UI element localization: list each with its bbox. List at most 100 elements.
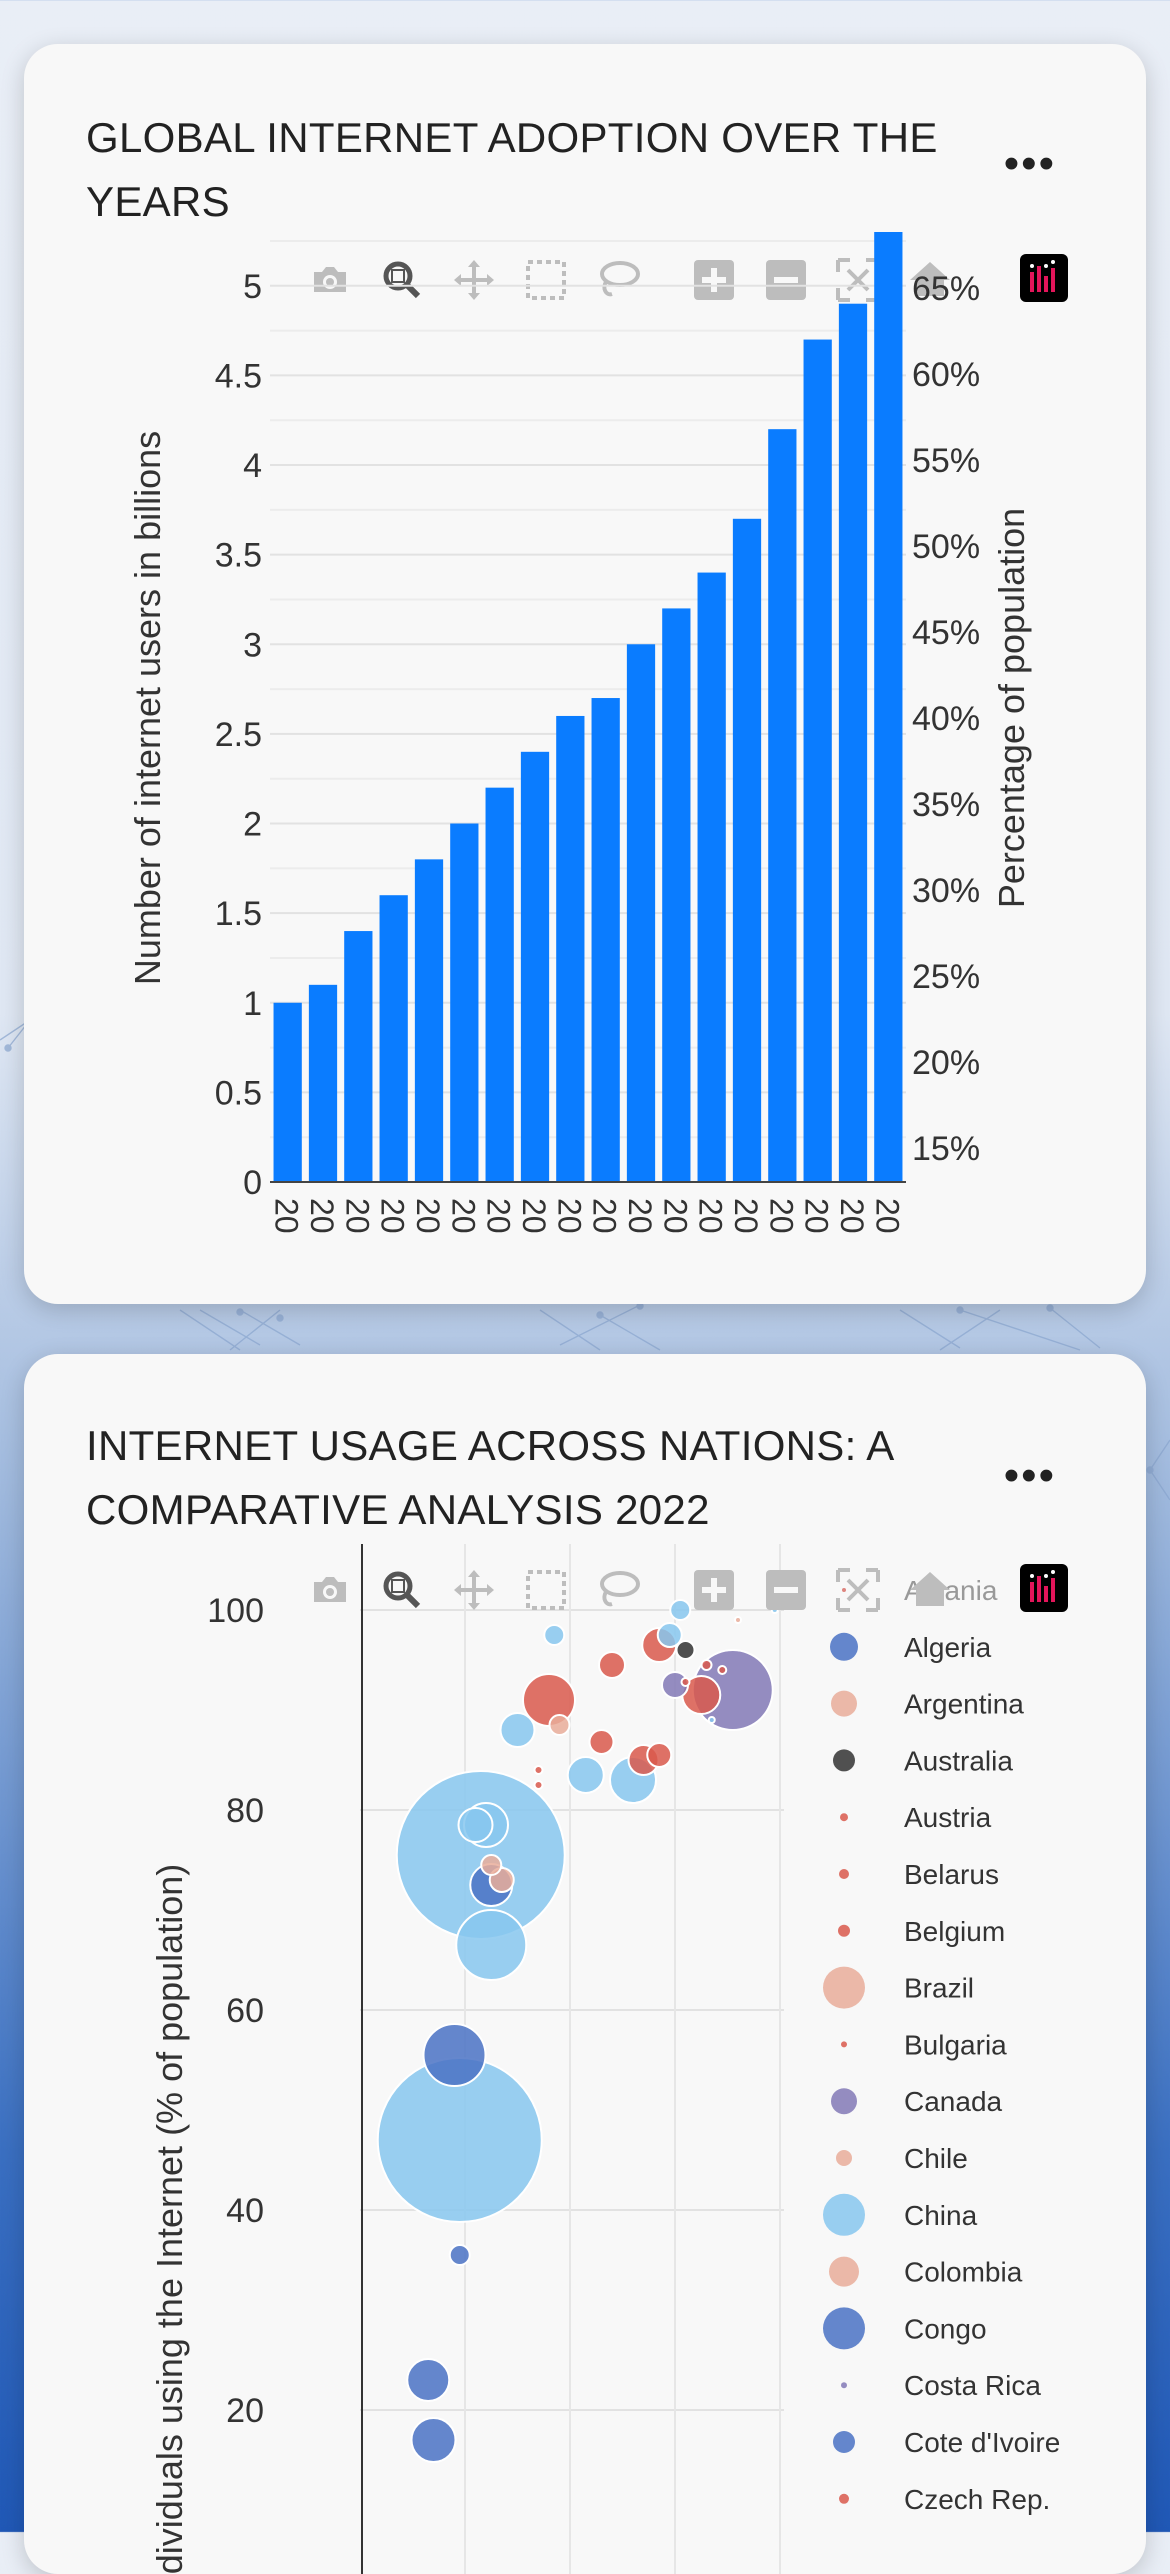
bubble	[700, 1659, 713, 1671]
internet-usage-card: INTERNET USAGE ACROSS NATIONS: A COMPARA…	[24, 1354, 1146, 2574]
legend-label: Congo	[904, 2313, 987, 2344]
legend-marker	[839, 2493, 849, 2504]
zoom-icon[interactable]	[366, 1562, 438, 1618]
y-tick-label: 0.5	[215, 1074, 262, 1112]
x-tick-label: 20	[693, 1198, 729, 1234]
y-tick-label: 5	[243, 268, 262, 306]
x-tick-label: 20	[304, 1198, 340, 1234]
legend-marker	[830, 1632, 858, 1661]
plotly-logo-icon[interactable]	[1020, 254, 1068, 302]
card-title: GLOBAL INTERNET ADOPTION OVER THE YEARS	[86, 114, 938, 225]
legend-label: Colombia	[904, 2257, 1023, 2288]
legend-marker	[841, 2382, 847, 2389]
y2-tick-label: 60%	[912, 356, 980, 394]
x-tick-label: 20	[869, 1198, 905, 1234]
zoom-out-icon[interactable]	[750, 1562, 822, 1618]
legend-label: Brazil	[904, 1973, 974, 2004]
x-tick-label: 20	[763, 1198, 799, 1234]
legend-marker	[838, 1924, 850, 1937]
y2-tick-label: 45%	[912, 614, 980, 652]
y-tick-label: 100	[207, 1592, 264, 1630]
bar	[803, 339, 832, 1182]
pan-icon[interactable]	[438, 1562, 510, 1618]
bar	[273, 1002, 302, 1182]
bubble	[675, 1640, 696, 1660]
internet-usage-chart: 20 40 60 80 100 Individuals using the Interne…	[149, 1544, 1060, 2574]
bubble	[646, 1742, 673, 1768]
y2-tick-label: 50%	[912, 528, 980, 566]
legend-marker	[823, 2193, 865, 2236]
legend-marker	[842, 1588, 846, 1592]
bar	[379, 895, 408, 1182]
autoscale-icon[interactable]	[822, 1562, 894, 1618]
legend-label: Costa Rica	[904, 2370, 1041, 2401]
box-select-icon[interactable]	[510, 252, 582, 308]
zoom-in-icon[interactable]	[678, 252, 750, 308]
legend-label: Argentina	[904, 1689, 1024, 1720]
legend-label: Austria	[904, 1802, 992, 1833]
y-tick-label: 80	[226, 1792, 264, 1830]
bar	[732, 518, 762, 1182]
bar	[838, 303, 868, 1182]
y-tick-label: 1.5	[215, 895, 262, 933]
x-tick-label: 20	[410, 1198, 446, 1234]
zoom-out-icon[interactable]	[750, 252, 822, 308]
bubble	[533, 1765, 544, 1775]
y-tick-label: 2	[243, 806, 262, 844]
bubble	[598, 1651, 626, 1679]
bubble	[422, 2023, 487, 2087]
x-tick-label: 20	[445, 1198, 481, 1234]
legend-marker	[823, 2307, 865, 2350]
bar	[591, 698, 620, 1182]
bubble	[457, 1807, 494, 1843]
bar	[697, 572, 726, 1182]
bubble	[548, 1714, 571, 1736]
y2-tick-label: 55%	[912, 442, 980, 480]
y2-tick-label: 25%	[912, 958, 980, 996]
bubble	[669, 1599, 692, 1621]
internet-adoption-card: GLOBAL INTERNET ADOPTION OVER THE YEARS …	[24, 44, 1146, 1304]
bar	[414, 859, 444, 1182]
box-select-icon[interactable]	[510, 1562, 582, 1618]
legend-label: Chile	[904, 2143, 968, 2174]
bubble	[656, 1622, 683, 1648]
legend-marker	[833, 1749, 855, 1772]
x-tick-label: 20	[339, 1198, 375, 1234]
y-tick-label: 3.5	[215, 537, 262, 575]
y2-tick-label: 15%	[912, 1130, 980, 1168]
bubble	[448, 2244, 471, 2266]
bar	[768, 429, 797, 1182]
bubble	[480, 1854, 503, 1876]
zoom-in-icon[interactable]	[678, 1562, 750, 1618]
x-tick-label: 20	[834, 1198, 870, 1234]
bar	[874, 232, 903, 1182]
card-title: INTERNET USAGE ACROSS NATIONS: A COMPARA…	[86, 1422, 893, 1533]
y2-tick-label: 40%	[912, 700, 980, 738]
legend-label: Algeria	[904, 1632, 992, 1663]
legend-marker	[833, 2431, 855, 2453]
y-tick-label: 60	[226, 1992, 264, 2030]
bar	[344, 931, 373, 1182]
camera-icon[interactable]	[294, 1562, 366, 1618]
legend-marker	[823, 1966, 865, 2009]
zoom-icon[interactable]	[366, 252, 438, 308]
reset-axes-icon[interactable]	[894, 1562, 966, 1618]
plotly-logo-icon[interactable]	[1020, 1564, 1068, 1612]
y-axis-title: Individuals using the Internet (% of pop…	[149, 1864, 190, 2574]
y-tick-label: 20	[226, 2392, 264, 2430]
bar	[520, 751, 550, 1182]
pan-icon[interactable]	[438, 252, 510, 308]
y-tick-label: 4.5	[215, 357, 262, 395]
legend-label: Canada	[904, 2086, 1003, 2117]
x-tick-label: 20	[375, 1198, 411, 1234]
chart-toolbar	[294, 1562, 966, 1618]
lasso-icon[interactable]	[582, 1562, 654, 1618]
bar	[626, 644, 656, 1182]
y-tick-label: 3	[243, 626, 262, 664]
reset-axes-icon[interactable]	[894, 252, 966, 308]
bubble	[406, 2358, 451, 2402]
x-tick-label: 20	[551, 1198, 587, 1234]
x-tick-label: 20	[516, 1198, 552, 1234]
bubble	[717, 1665, 728, 1675]
